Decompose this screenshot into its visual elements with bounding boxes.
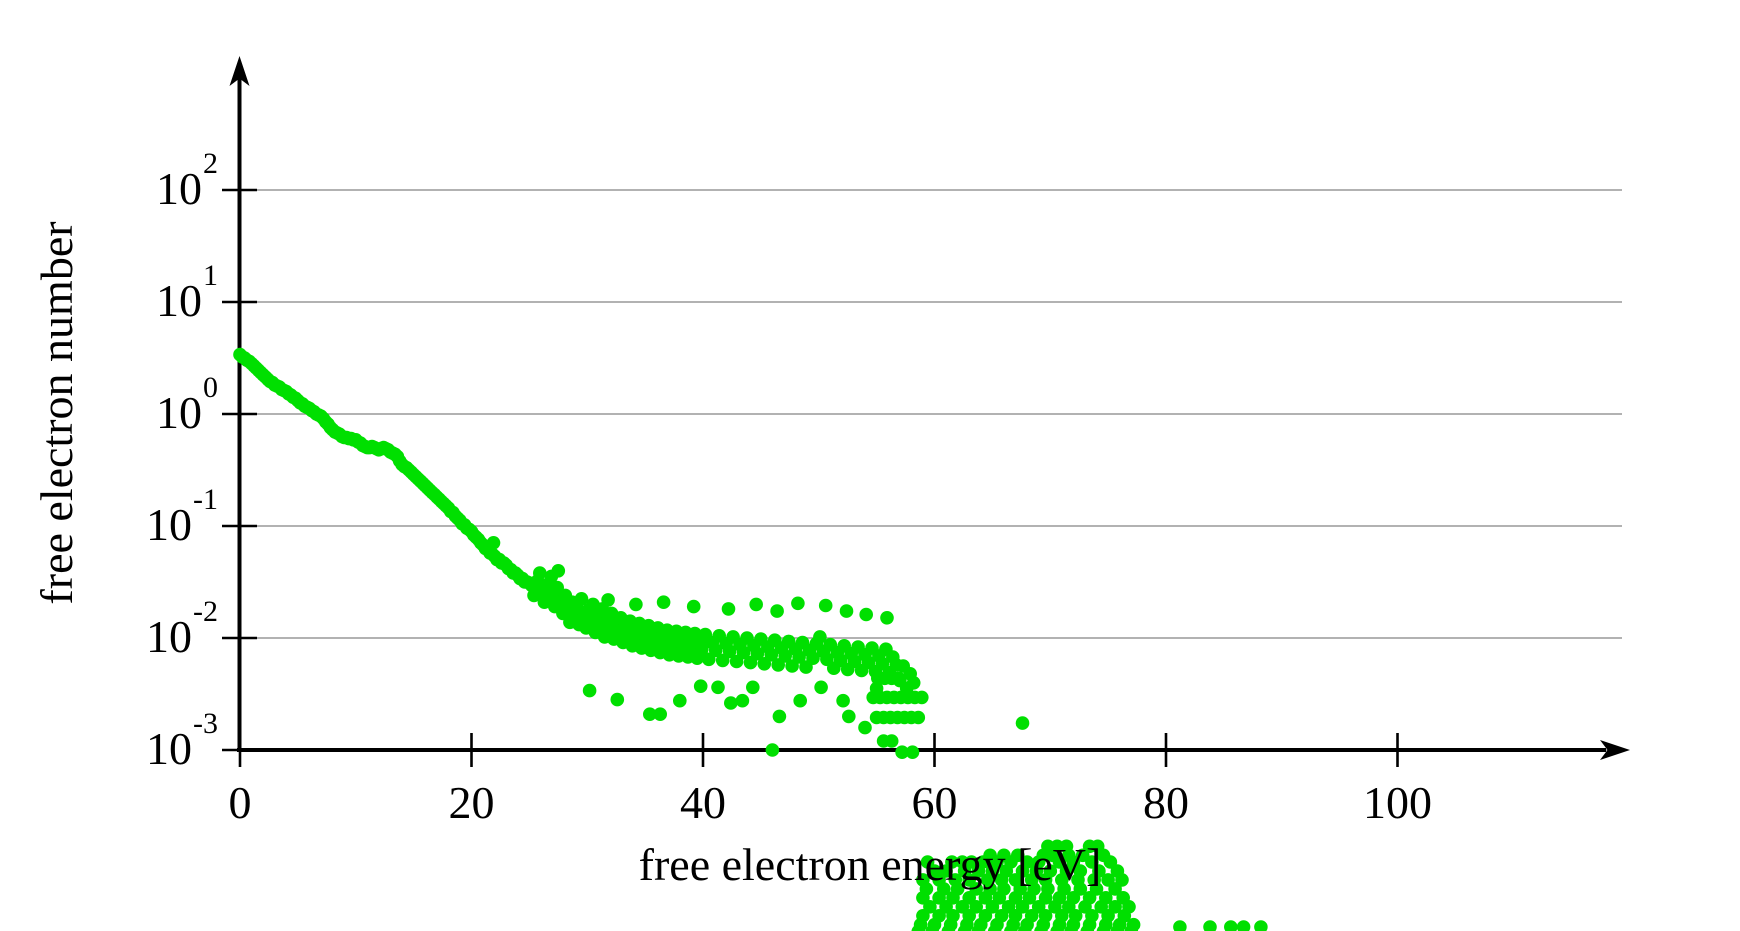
data-point bbox=[1224, 920, 1238, 931]
x-axis-tick-marks bbox=[238, 733, 1399, 767]
y-axis-arrowhead-icon bbox=[229, 56, 250, 86]
data-point bbox=[905, 745, 920, 759]
data-point bbox=[895, 745, 909, 759]
data-point bbox=[582, 683, 597, 698]
data-point bbox=[653, 707, 667, 721]
data-point bbox=[1203, 920, 1217, 931]
data-point bbox=[836, 693, 850, 708]
data-point bbox=[1080, 924, 1095, 931]
data-point bbox=[708, 643, 723, 658]
data-point bbox=[721, 602, 736, 616]
data-point bbox=[1173, 920, 1187, 931]
data-point bbox=[791, 596, 805, 611]
data-point bbox=[957, 924, 972, 931]
data-point bbox=[891, 671, 906, 686]
data-point bbox=[533, 566, 547, 580]
data-point bbox=[765, 743, 780, 757]
data-point bbox=[842, 709, 856, 724]
data-point bbox=[770, 604, 784, 618]
data-point bbox=[749, 597, 763, 612]
data-point bbox=[643, 707, 657, 721]
data-point bbox=[793, 693, 807, 708]
data-point bbox=[574, 592, 589, 606]
data-point bbox=[806, 651, 820, 665]
data-point bbox=[1018, 924, 1032, 931]
data-point bbox=[987, 924, 1002, 931]
data-point bbox=[1034, 924, 1048, 931]
data-point bbox=[1108, 882, 1122, 896]
data-point bbox=[884, 734, 899, 748]
data-point bbox=[925, 924, 939, 931]
data-point bbox=[814, 680, 828, 695]
data-point bbox=[736, 645, 751, 660]
data-point bbox=[941, 924, 956, 931]
data-point bbox=[610, 692, 625, 707]
data-point bbox=[880, 611, 894, 625]
data-point bbox=[724, 696, 738, 710]
data-point bbox=[764, 648, 779, 662]
data-point bbox=[906, 676, 921, 690]
data-point bbox=[772, 709, 787, 724]
data-point bbox=[971, 924, 986, 931]
data-point bbox=[1096, 924, 1111, 931]
data-point bbox=[686, 599, 701, 614]
data-point bbox=[915, 690, 929, 705]
data-point bbox=[1254, 920, 1268, 931]
data-point bbox=[735, 693, 750, 708]
data-point bbox=[1004, 924, 1018, 931]
data-point bbox=[971, 864, 986, 878]
data-point bbox=[601, 593, 615, 607]
scatter-points bbox=[233, 347, 1268, 931]
data-point bbox=[673, 693, 687, 708]
data-point bbox=[792, 650, 806, 664]
data-point bbox=[1015, 716, 1030, 730]
data-point bbox=[656, 595, 671, 609]
data-point bbox=[750, 646, 765, 661]
x-axis-arrowhead-icon bbox=[1600, 740, 1630, 760]
data-point bbox=[693, 679, 708, 693]
data-point bbox=[778, 649, 792, 663]
data-point bbox=[695, 642, 709, 656]
data-point bbox=[486, 536, 501, 550]
data-point bbox=[1050, 924, 1064, 931]
data-point bbox=[1236, 920, 1251, 931]
data-point bbox=[711, 680, 725, 695]
data-point bbox=[629, 597, 643, 612]
data-point bbox=[911, 710, 926, 725]
data-point bbox=[1110, 924, 1125, 931]
data-point bbox=[1124, 924, 1139, 931]
data-point bbox=[839, 604, 854, 618]
data-point bbox=[544, 569, 559, 584]
data-point bbox=[911, 924, 926, 931]
data-point bbox=[722, 644, 737, 659]
data-point bbox=[859, 607, 873, 622]
data-point bbox=[813, 630, 827, 644]
data-point bbox=[818, 598, 833, 613]
data-point bbox=[1064, 924, 1078, 931]
y-axis-tick-marks bbox=[222, 188, 257, 752]
data-point bbox=[858, 720, 872, 735]
data-point bbox=[746, 680, 760, 695]
gridlines bbox=[240, 189, 1622, 751]
